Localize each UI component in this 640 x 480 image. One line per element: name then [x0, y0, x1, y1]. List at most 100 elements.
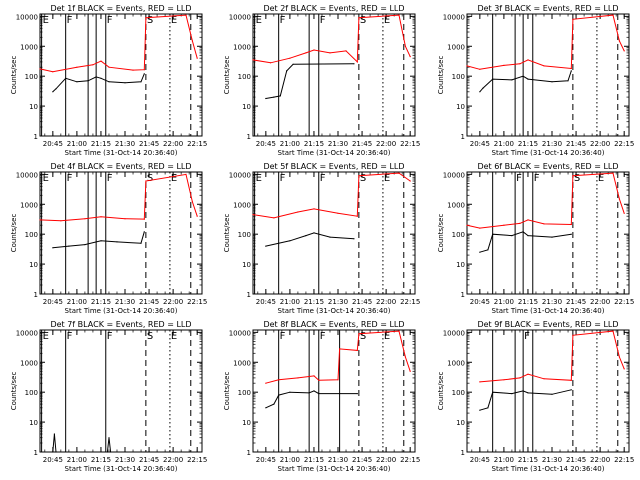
- events-data-point: [339, 393, 341, 395]
- events-data-point: [479, 251, 481, 253]
- lld-data-point: [191, 40, 193, 42]
- events-data-point: [143, 73, 145, 75]
- event-marker-label: F: [320, 331, 326, 342]
- x-tick-label: 21:15: [518, 456, 538, 464]
- lld-data-point: [409, 370, 411, 372]
- panel-title: Det 8f BLACK = Events, RED = LLD: [263, 320, 404, 329]
- panel-title: Det 6f BLACK = Events, RED = LLD: [477, 162, 618, 171]
- x-tick-label: 21:30: [542, 456, 562, 464]
- x-tick-label: 22:15: [400, 298, 420, 306]
- lld-data-point: [39, 219, 41, 221]
- y-tick-label: 1000: [447, 359, 465, 367]
- y-tick-label: 1: [247, 449, 251, 457]
- y-tick-label: 1: [461, 291, 465, 299]
- y-tick-label: 100: [238, 389, 251, 397]
- lld-data-point: [270, 62, 272, 64]
- x-tick-label: 21:15: [518, 140, 538, 148]
- x-tick-label: 22:00: [163, 298, 183, 306]
- x-tick-label: 20:45: [470, 140, 490, 148]
- x-tick-label: 21:30: [542, 298, 562, 306]
- events-data-point: [551, 81, 553, 83]
- event-marker-label: E: [43, 331, 49, 342]
- events-data-point: [292, 63, 294, 65]
- lld-data-point: [84, 218, 86, 220]
- lld-data-point: [345, 50, 347, 52]
- detector-panel-1: Det 1f BLACK = Events, RED = LLD 1 10 100 10…: [10, 4, 207, 157]
- lld-data-point: [503, 64, 505, 66]
- events-data-point: [487, 249, 489, 251]
- lld-data-point: [612, 172, 614, 174]
- x-tick-label: 22:15: [400, 456, 420, 464]
- events-data-point: [289, 240, 291, 242]
- x-tick-label: 21:00: [280, 456, 300, 464]
- lld-data-point: [339, 348, 341, 350]
- x-tick-label: 21:30: [115, 298, 135, 306]
- lld-data-point: [337, 379, 339, 381]
- events-data-point: [570, 70, 572, 72]
- x-tick-label: 21:30: [328, 140, 348, 148]
- events-data-point: [527, 78, 529, 80]
- x-tick-label: 21:00: [67, 140, 87, 148]
- y-tick-label: 10000: [229, 329, 251, 337]
- lld-data-point: [313, 49, 315, 51]
- events-series-line: [479, 231, 572, 253]
- detector-panel-5: Det 5f BLACK = Events, RED = LLD 1 10 100 10…: [223, 162, 420, 315]
- x-tick-label: 22:00: [376, 456, 396, 464]
- lld-data-point: [543, 223, 545, 225]
- panel-title: Det 2f BLACK = Events, RED = LLD: [263, 4, 404, 13]
- x-tick-label: 21:30: [328, 456, 348, 464]
- x-tick-label: 21:30: [328, 298, 348, 306]
- event-marker-label: S: [147, 15, 153, 26]
- events-data-point: [329, 236, 331, 238]
- events-data-point: [567, 80, 569, 82]
- events-data-point: [273, 403, 275, 405]
- lld-data-point: [623, 212, 625, 214]
- lld-data-point: [60, 220, 62, 222]
- x-tick-label: 21:00: [280, 140, 300, 148]
- y-tick-label: 10: [456, 419, 465, 427]
- lld-series-line: [466, 14, 625, 70]
- lld-data-point: [479, 227, 481, 229]
- event-marker-label: F: [67, 173, 73, 184]
- event-marker-label: E: [256, 173, 262, 184]
- event-marker-label: F: [320, 173, 326, 184]
- x-axis-label: Start Time (31-Oct-14 20:36:40): [278, 307, 391, 315]
- panel-title: Det 5f BLACK = Events, RED = LLD: [263, 162, 404, 171]
- event-marker-label: S: [360, 173, 366, 184]
- lld-data-point: [278, 379, 280, 381]
- y-tick-label: 1: [34, 449, 38, 457]
- plot-frame: [466, 13, 630, 137]
- events-data-point: [265, 97, 267, 100]
- y-axis-label: Counts/sec: [223, 56, 231, 95]
- events-data-point: [140, 242, 142, 244]
- lld-data-point: [503, 224, 505, 226]
- x-tick-label: 21:00: [494, 456, 514, 464]
- x-tick-label: 22:15: [614, 298, 634, 306]
- event-marker-label: F: [107, 173, 113, 184]
- events-data-point: [52, 247, 54, 249]
- y-tick-label: 10000: [229, 13, 251, 21]
- lld-data-point: [358, 175, 360, 177]
- lld-data-point: [124, 218, 126, 220]
- event-marker-label: E: [384, 15, 390, 26]
- lld-data-point: [409, 180, 411, 182]
- lld-data-point: [252, 59, 254, 61]
- lld-data-point: [398, 172, 400, 174]
- x-tick-label: 22:00: [163, 456, 183, 464]
- x-tick-label: 21:45: [139, 298, 159, 306]
- lld-data-point: [100, 60, 102, 62]
- lld-data-point: [196, 215, 198, 217]
- x-tick-label: 22:15: [187, 456, 207, 464]
- x-tick-label: 22:15: [187, 140, 207, 148]
- x-tick-label: 22:00: [590, 140, 610, 148]
- lld-data-point: [356, 61, 358, 63]
- events-data-point: [479, 91, 481, 93]
- detector-panel-6: Det 6f BLACK = Events, RED = LLD 1 10 100 10…: [437, 162, 634, 315]
- lld-data-point: [145, 17, 147, 19]
- x-tick-label: 21:00: [494, 298, 514, 306]
- events-data-point: [116, 241, 118, 243]
- lld-data-point: [519, 222, 521, 224]
- y-tick-label: 100: [25, 231, 38, 239]
- events-data-point: [55, 88, 57, 90]
- lld-data-point: [185, 14, 187, 16]
